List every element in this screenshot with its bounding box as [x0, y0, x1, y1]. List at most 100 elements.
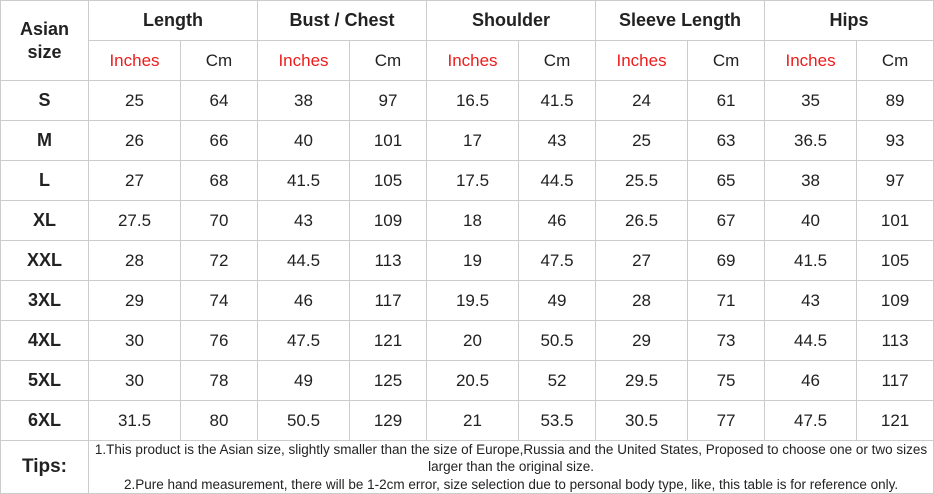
value-cell-cm: 109 — [856, 280, 934, 321]
value-cell-inches: 20.5 — [426, 360, 520, 401]
size-row-6xl: 6XL 31.5 80 50.5 129 21 53.5 30.5 77 47.5 121 — [0, 400, 934, 441]
unit-header-bust-inches: Inches — [257, 40, 350, 81]
value-cell-inches: 25 — [88, 80, 181, 121]
value-cell-cm: 73 — [687, 320, 766, 361]
size-label: M — [0, 120, 89, 161]
size-row-xl: XL 27.5 70 43 109 18 46 26.5 67 40 101 — [0, 200, 934, 241]
value-cell-inches: 46 — [764, 360, 858, 401]
value-cell-inches: 16.5 — [426, 80, 520, 121]
tips-text: 1.This product is the Asian size, slight… — [87, 440, 934, 494]
size-row-3xl: 3XL 29 74 46 117 19.5 49 28 71 43 109 — [0, 280, 934, 321]
value-cell-inches: 41.5 — [257, 160, 350, 201]
group-header-sleeve-length: Sleeve Length — [595, 0, 766, 41]
value-cell-cm: 46 — [518, 200, 597, 241]
value-cell-inches: 49 — [257, 360, 350, 401]
unit-header-shoulder-cm: Cm — [518, 40, 597, 81]
value-cell-inches: 20 — [426, 320, 520, 361]
value-cell-inches: 25.5 — [595, 160, 689, 201]
size-row-xxl: XXL 28 72 44.5 113 19 47.5 27 69 41.5 105 — [0, 240, 934, 281]
value-cell-cm: 49 — [518, 280, 597, 321]
value-cell-inches: 50.5 — [257, 400, 350, 441]
unit-header-sleeve-inches: Inches — [595, 40, 689, 81]
value-cell-cm: 64 — [180, 80, 258, 121]
value-cell-inches: 35 — [764, 80, 858, 121]
size-label: L — [0, 160, 89, 201]
size-label: 3XL — [0, 280, 89, 321]
unit-header-shoulder-inches: Inches — [426, 40, 520, 81]
value-cell-cm: 76 — [180, 320, 258, 361]
tips-line-1: 1.This product is the Asian size, slight… — [94, 442, 928, 475]
value-cell-cm: 70 — [180, 200, 258, 241]
value-cell-cm: 43 — [518, 120, 597, 161]
value-cell-cm: 97 — [856, 160, 934, 201]
value-cell-inches: 28 — [595, 280, 689, 321]
size-label: 5XL — [0, 360, 89, 401]
size-label: 4XL — [0, 320, 89, 361]
value-cell-cm: 105 — [856, 240, 934, 281]
value-cell-cm: 50.5 — [518, 320, 597, 361]
value-cell-inches: 17 — [426, 120, 520, 161]
value-cell-inches: 44.5 — [764, 320, 858, 361]
group-header-bust-chest: Bust / Chest — [256, 0, 428, 41]
value-cell-cm: 47.5 — [518, 240, 597, 281]
tips-line-2: 2.Pure hand measurement, there will be 1… — [123, 476, 899, 492]
value-cell-inches: 38 — [764, 160, 858, 201]
value-cell-inches: 19.5 — [426, 280, 520, 321]
value-cell-inches: 30.5 — [595, 400, 689, 441]
value-cell-cm: 129 — [348, 400, 428, 441]
value-cell-inches: 29.5 — [595, 360, 689, 401]
value-cell-cm: 113 — [856, 320, 934, 361]
value-cell-cm: 71 — [687, 280, 766, 321]
value-cell-cm: 101 — [856, 200, 934, 241]
value-cell-cm: 121 — [348, 320, 428, 361]
size-label: 6XL — [0, 400, 89, 441]
unit-header-row: Inches Cm Inches Cm Inches Cm Inches Cm … — [1, 40, 934, 81]
group-header-shoulder: Shoulder — [426, 0, 597, 41]
tips-label: Tips: — [0, 440, 89, 494]
value-cell-cm: 125 — [348, 360, 428, 401]
value-cell-inches: 25 — [595, 120, 689, 161]
value-cell-cm: 75 — [687, 360, 766, 401]
value-cell-cm: 117 — [348, 280, 428, 321]
size-row-l: L 27 68 41.5 105 17.5 44.5 25.5 65 38 97 — [0, 160, 934, 201]
value-cell-inches: 26.5 — [595, 200, 689, 241]
value-cell-inches: 40 — [764, 200, 858, 241]
value-cell-inches: 47.5 — [764, 400, 858, 441]
value-cell-inches: 46 — [257, 280, 350, 321]
value-cell-inches: 21 — [426, 400, 520, 441]
value-cell-inches: 26 — [88, 120, 181, 161]
value-cell-inches: 38 — [257, 80, 350, 121]
unit-header-sleeve-cm: Cm — [687, 40, 766, 81]
value-cell-cm: 61 — [687, 80, 766, 121]
unit-header-length-inches: Inches — [88, 40, 181, 81]
value-cell-cm: 97 — [348, 80, 428, 121]
value-cell-cm: 93 — [856, 120, 934, 161]
value-cell-cm: 121 — [856, 400, 934, 441]
value-cell-inches: 27.5 — [88, 200, 181, 241]
unit-header-hips-inches: Inches — [764, 40, 858, 81]
value-cell-inches: 24 — [595, 80, 689, 121]
value-cell-cm: 80 — [180, 400, 258, 441]
value-cell-cm: 101 — [348, 120, 428, 161]
group-header-length: Length — [88, 0, 258, 41]
unit-header-hips-cm: Cm — [856, 40, 934, 81]
value-cell-inches: 47.5 — [257, 320, 350, 361]
value-cell-cm: 41.5 — [518, 80, 597, 121]
value-cell-inches: 17.5 — [426, 160, 520, 201]
value-cell-cm: 52 — [518, 360, 597, 401]
size-rows-body: S 25 64 38 97 16.5 41.5 24 61 35 89 M 26 66 40 101 17 43 2… — [0, 80, 934, 441]
value-cell-inches: 27 — [595, 240, 689, 281]
value-cell-cm: 74 — [180, 280, 258, 321]
value-cell-cm: 77 — [687, 400, 766, 441]
value-cell-inches: 30 — [88, 360, 181, 401]
tips-row: Tips: 1.This product is the Asian size, … — [0, 440, 934, 494]
value-cell-cm: 53.5 — [518, 400, 597, 441]
size-row-4xl: 4XL 30 76 47.5 121 20 50.5 29 73 44.5 113 — [0, 320, 934, 361]
value-cell-cm: 69 — [687, 240, 766, 281]
value-cell-inches: 40 — [257, 120, 350, 161]
value-cell-inches: 36.5 — [764, 120, 858, 161]
size-label: XXL — [0, 240, 89, 281]
value-cell-inches: 29 — [595, 320, 689, 361]
value-cell-inches: 43 — [257, 200, 350, 241]
value-cell-cm: 68 — [180, 160, 258, 201]
